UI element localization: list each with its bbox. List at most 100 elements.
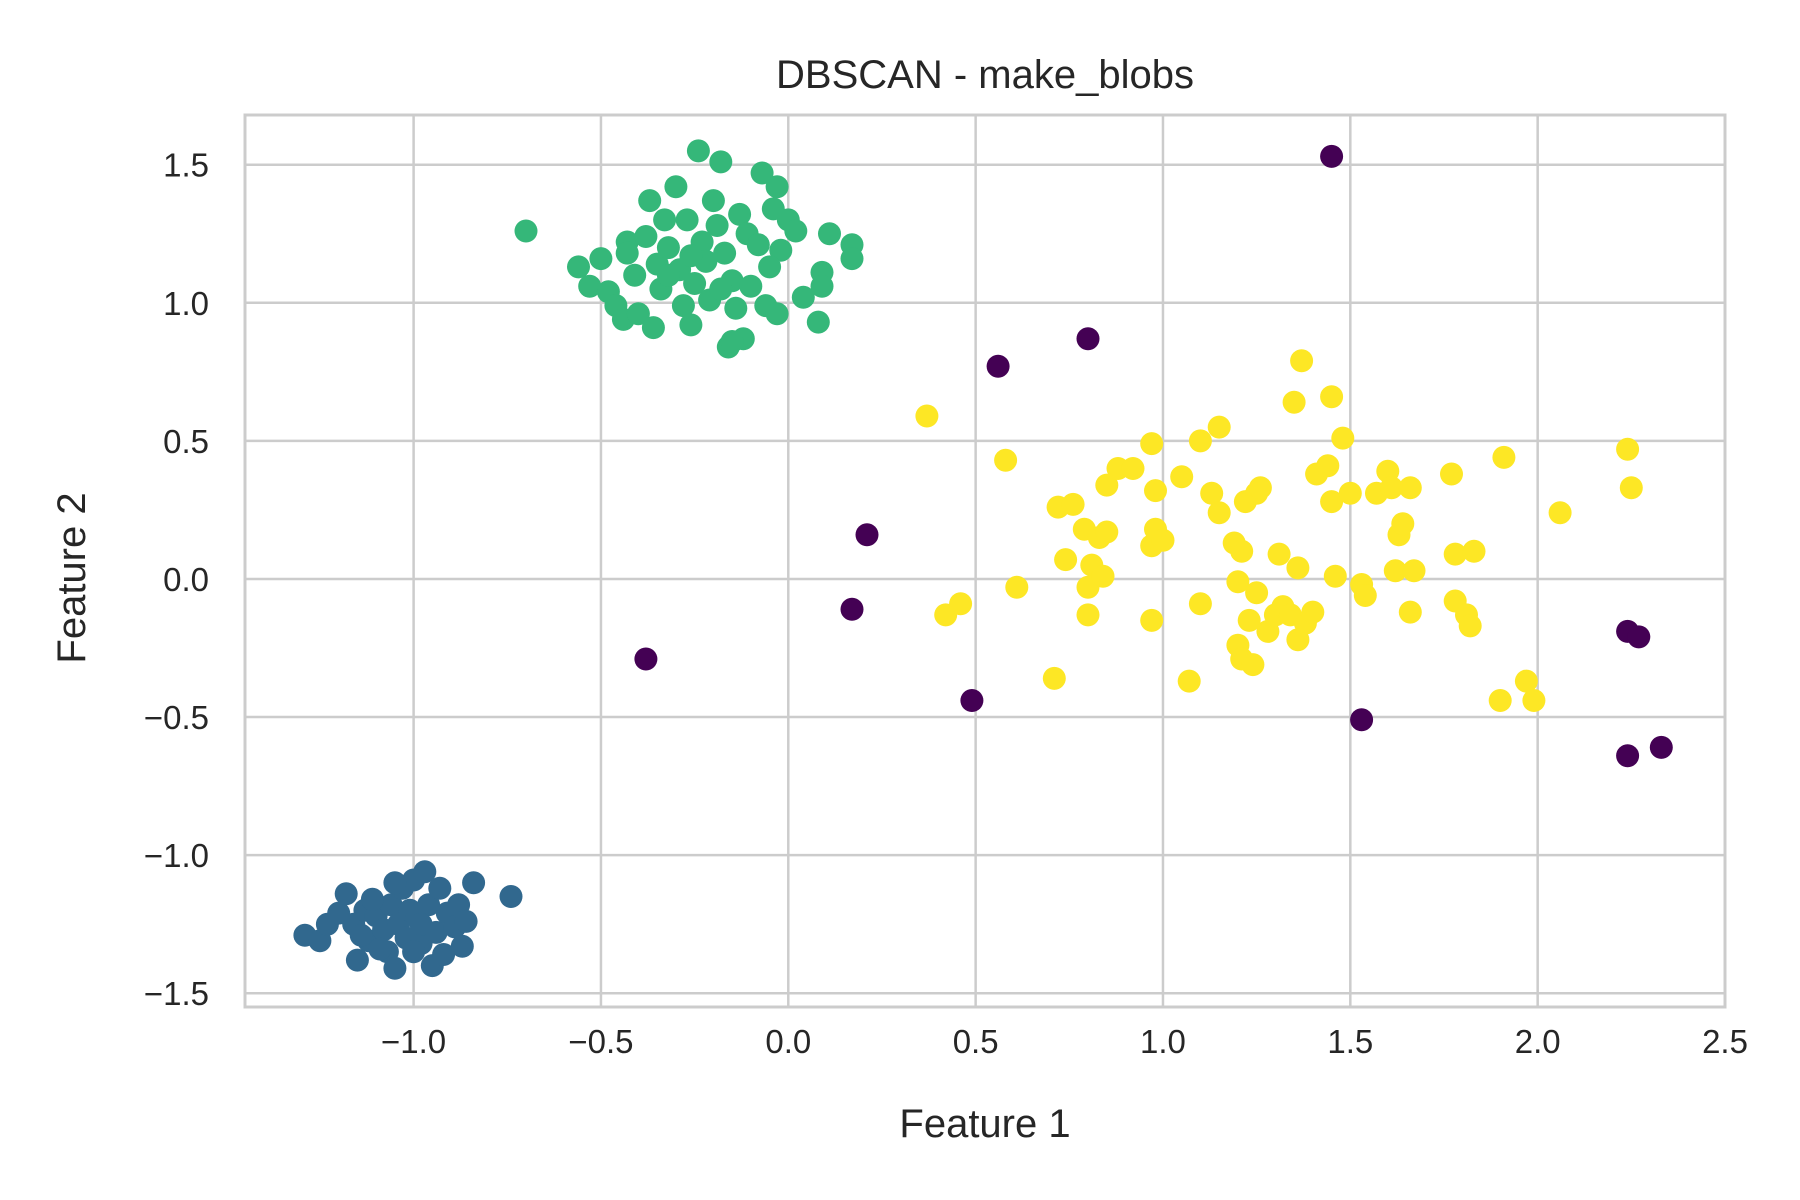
data-point (634, 647, 658, 671)
y-tick-label: 0.5 (163, 423, 209, 460)
data-point (383, 871, 407, 895)
data-point (806, 310, 830, 334)
data-point (1177, 669, 1201, 693)
data-point (462, 871, 486, 895)
data-point (623, 263, 647, 287)
x-tick-label: 0.0 (765, 1023, 811, 1060)
data-point (1398, 600, 1422, 624)
data-point (1391, 512, 1415, 536)
data-point (1301, 600, 1325, 624)
data-point (720, 330, 744, 353)
data-point (417, 893, 441, 917)
data-point (634, 225, 658, 248)
data-point (1188, 592, 1212, 616)
data-point (1462, 539, 1486, 563)
data-point (1402, 559, 1426, 583)
data-point (383, 956, 407, 980)
data-point (1443, 542, 1467, 566)
data-point (656, 236, 680, 260)
x-tick-label: −0.5 (568, 1023, 633, 1060)
x-tick-label: 1.5 (1327, 1023, 1373, 1060)
data-point (1338, 481, 1362, 505)
data-point (986, 354, 1010, 378)
data-point (840, 597, 864, 621)
data-point (1286, 556, 1310, 580)
data-point (428, 876, 452, 900)
data-point (413, 860, 437, 884)
data-point (514, 219, 538, 243)
data-point (1076, 603, 1100, 627)
data-point (1061, 492, 1085, 516)
data-point (1170, 465, 1194, 489)
data-point (1514, 669, 1538, 693)
data-point (709, 277, 733, 301)
data-point (769, 238, 793, 262)
data-point (1245, 581, 1269, 605)
data-point (1320, 144, 1344, 168)
data-point (1267, 542, 1291, 566)
data-point (765, 302, 789, 326)
y-tick-label: −1.5 (144, 975, 209, 1012)
y-axis-label: Feature 2 (50, 492, 94, 663)
data-point (1095, 473, 1119, 497)
data-point (641, 316, 665, 340)
data-point (1619, 476, 1643, 500)
data-point (705, 214, 729, 237)
data-point (701, 189, 725, 213)
data-point (1383, 559, 1407, 583)
data-point (345, 948, 369, 972)
data-point (791, 285, 815, 309)
data-point (1627, 625, 1651, 649)
data-point (1140, 432, 1164, 456)
data-point (810, 274, 834, 298)
y-tick-label: 0.0 (163, 561, 209, 598)
data-point (1320, 385, 1344, 409)
data-point (349, 923, 373, 947)
data-point (638, 189, 662, 213)
y-tick-label: −1.0 (144, 837, 209, 874)
data-point (626, 302, 650, 326)
plot-frame (243, 113, 1727, 1009)
grid (245, 115, 1727, 1007)
data-point (1548, 501, 1572, 525)
data-point (1091, 564, 1115, 588)
data-point (1095, 520, 1119, 544)
data-point (1649, 735, 1673, 759)
data-point (1076, 327, 1100, 351)
data-point (589, 247, 613, 271)
cluster-2-points (514, 139, 864, 359)
x-axis-label: Feature 1 (899, 1102, 1070, 1146)
data-point (915, 404, 939, 428)
data-point (1207, 501, 1231, 525)
data-point (765, 175, 789, 199)
data-point (334, 882, 358, 906)
data-point (653, 208, 677, 232)
data-point (379, 893, 403, 917)
data-point (818, 222, 841, 246)
x-axis-ticks: −1.0 −0.5 0.0 0.5 1.0 1.5 2.0 2.5 (381, 1023, 1748, 1060)
data-point (1398, 476, 1422, 500)
data-point (664, 175, 688, 199)
data-points (293, 139, 1673, 980)
data-point (728, 202, 752, 226)
data-point (724, 296, 748, 320)
data-point (1323, 564, 1347, 588)
data-point (713, 241, 737, 265)
data-point (1207, 415, 1231, 439)
data-point (1522, 689, 1546, 712)
data-point (1248, 476, 1272, 500)
data-point (1121, 457, 1145, 480)
y-tick-label: −0.5 (144, 699, 209, 736)
data-point (1241, 653, 1265, 677)
data-point (402, 940, 426, 964)
data-point (368, 937, 392, 961)
data-point (1380, 476, 1403, 500)
data-point (1005, 575, 1029, 599)
data-point (1290, 349, 1314, 373)
data-point (432, 943, 456, 966)
data-point (1226, 570, 1250, 594)
data-point (739, 274, 763, 298)
x-tick-label: 1.0 (1140, 1023, 1186, 1060)
